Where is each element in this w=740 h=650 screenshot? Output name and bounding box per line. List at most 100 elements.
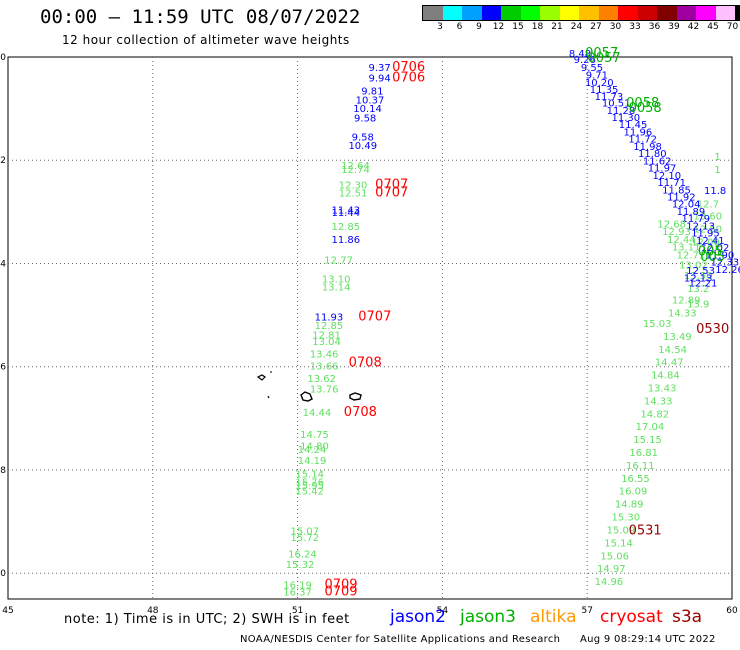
wave-height-value: 15.42 bbox=[295, 487, 324, 498]
pass-time-label: 0058 bbox=[626, 96, 659, 111]
wave-height-value: 12.89 bbox=[672, 296, 701, 307]
pass-time-labels: 0706070607070707070707080708070907090057… bbox=[324, 46, 729, 599]
wave-height-value: 13.11 bbox=[672, 243, 701, 254]
wave-height-value: 12.85 bbox=[332, 222, 361, 233]
footer-timestamp: Aug 9 08:29:14 UTC 2022 bbox=[580, 634, 716, 645]
wave-height-value: 14.96 bbox=[595, 577, 624, 588]
wave-height-value: 11.72 bbox=[628, 135, 657, 146]
wave-height-value: 14.97 bbox=[597, 564, 626, 575]
color-scale-swatch bbox=[520, 6, 540, 20]
wave-height-value: 15.15 bbox=[633, 435, 662, 446]
pass-time-label: 005 bbox=[700, 250, 725, 265]
legend-altika: altika bbox=[530, 607, 577, 627]
observation-labels: 9.379.949.8110.3710.149.589.5810.4912.64… bbox=[283, 49, 740, 598]
wave-height-value: 10.51 bbox=[602, 99, 631, 110]
wave-height-value: 13.62 bbox=[307, 374, 336, 385]
wave-height-value: 16.24 bbox=[288, 550, 317, 561]
wave-height-value: 15.07 bbox=[291, 526, 320, 537]
color-scale-swatch bbox=[481, 6, 501, 20]
color-scale-tick: 45 bbox=[707, 22, 719, 32]
wave-height-value: 9.55 bbox=[581, 63, 603, 74]
wave-height-value: 13.46 bbox=[310, 349, 339, 360]
color-scale-tick: 30 bbox=[609, 22, 622, 32]
color-scale-swatch bbox=[715, 6, 735, 20]
wave-height-value: 13.49 bbox=[663, 332, 692, 343]
latitude-label: -46 bbox=[0, 363, 6, 373]
pass-time-label: 0707 bbox=[358, 309, 391, 324]
color-scale-bar bbox=[422, 5, 740, 21]
wave-height-value: 11.28 bbox=[607, 106, 636, 117]
wave-height-value: 15.32 bbox=[286, 560, 315, 571]
wave-height-value: 11.89 bbox=[677, 207, 706, 218]
wave-height-value: 14.82 bbox=[640, 409, 669, 420]
footnote: note: 1) Time is in UTC; 2) SWH is in fe… bbox=[64, 612, 350, 627]
wave-height-value: 13.14 bbox=[322, 282, 351, 293]
longitude-label: 51 bbox=[292, 606, 303, 616]
wave-height-value: 12.64 bbox=[341, 161, 370, 172]
color-scale-tick: 12 bbox=[492, 22, 505, 32]
wave-height-value: 9.71 bbox=[586, 71, 608, 82]
wave-height-value: 15.14 bbox=[604, 538, 633, 549]
longitude-label: 54 bbox=[437, 606, 449, 616]
wave-height-value: 15.09 bbox=[607, 525, 636, 536]
wave-height-value: 12.33 bbox=[710, 258, 739, 269]
wave-height-value: 13.02 bbox=[679, 261, 708, 272]
color-scale-swatch bbox=[423, 6, 443, 20]
pass-time-label: 0707 bbox=[375, 178, 408, 193]
wave-height-value: 12.81 bbox=[312, 330, 341, 341]
longitude-label: 57 bbox=[581, 606, 592, 616]
wave-height-value: 12.10 bbox=[653, 171, 682, 182]
wave-height-value: 12.13 bbox=[684, 274, 713, 285]
wave-height-value: 14.44 bbox=[303, 408, 332, 419]
wave-height-value: 15.95 bbox=[295, 481, 324, 492]
wave-height-value: 13.66 bbox=[310, 361, 339, 372]
wave-height-value: 12.71 bbox=[677, 250, 706, 261]
island-dot bbox=[267, 395, 270, 399]
legend-jason2: jason2 bbox=[390, 607, 446, 627]
wave-height-value: 12.00 bbox=[691, 237, 720, 248]
wave-height-value: 1 bbox=[714, 165, 720, 176]
wave-height-value: 12.51 bbox=[339, 188, 368, 199]
pass-time-label: 0706 bbox=[392, 70, 425, 85]
wave-height-value: 10.20 bbox=[585, 78, 614, 89]
longitude-label: 60 bbox=[726, 606, 738, 616]
wave-height-value: 11.35 bbox=[590, 85, 619, 96]
color-scale-swatch bbox=[442, 6, 462, 20]
wave-height-value: 10.49 bbox=[348, 141, 377, 152]
wave-height-value: 10.37 bbox=[356, 95, 385, 106]
islands bbox=[256, 371, 362, 402]
color-scale-tick: 27 bbox=[590, 22, 602, 32]
color-scale-tick: 36 bbox=[648, 22, 661, 32]
wave-height-value: 11.86 bbox=[332, 235, 361, 246]
color-scale-tick: 21 bbox=[551, 22, 563, 32]
color-scale-swatch bbox=[696, 6, 716, 20]
wave-height-value: 12.26 bbox=[715, 265, 740, 276]
wave-height-value: 8.48 bbox=[569, 49, 591, 60]
color-scale-swatch bbox=[579, 6, 599, 20]
island-outline bbox=[300, 391, 313, 402]
wave-height-value: 12.68 bbox=[657, 219, 686, 230]
legend-s3a: s3a bbox=[672, 607, 703, 627]
longitude-label: 45 bbox=[2, 606, 13, 616]
wave-height-value: 15.72 bbox=[291, 533, 320, 544]
wave-height-value: 12.41 bbox=[696, 236, 725, 247]
wave-height-value: 11.97 bbox=[648, 164, 677, 175]
wave-height-value: 9.94 bbox=[369, 73, 391, 84]
wave-height-value: 12.93 bbox=[662, 227, 691, 238]
color-scale-tick: 39 bbox=[668, 22, 680, 32]
island-outline bbox=[349, 392, 362, 401]
color-scale-swatch bbox=[618, 6, 638, 20]
wave-height-value: 11.30 bbox=[611, 113, 640, 124]
pass-time-label: 0707 bbox=[375, 185, 408, 200]
color-scale-swatch bbox=[676, 6, 696, 20]
wave-height-value: 12.02 bbox=[701, 243, 730, 254]
longitude-label: 48 bbox=[147, 606, 159, 616]
wave-height-value: 9.58 bbox=[352, 133, 374, 144]
legend-cryosat: cryosat bbox=[600, 607, 663, 627]
wave-height-value: 13.04 bbox=[312, 337, 341, 348]
color-scale-tick: 42 bbox=[687, 22, 700, 32]
legend-jason3: jason3 bbox=[460, 607, 516, 627]
wave-height-value: 13.50 bbox=[684, 271, 713, 282]
